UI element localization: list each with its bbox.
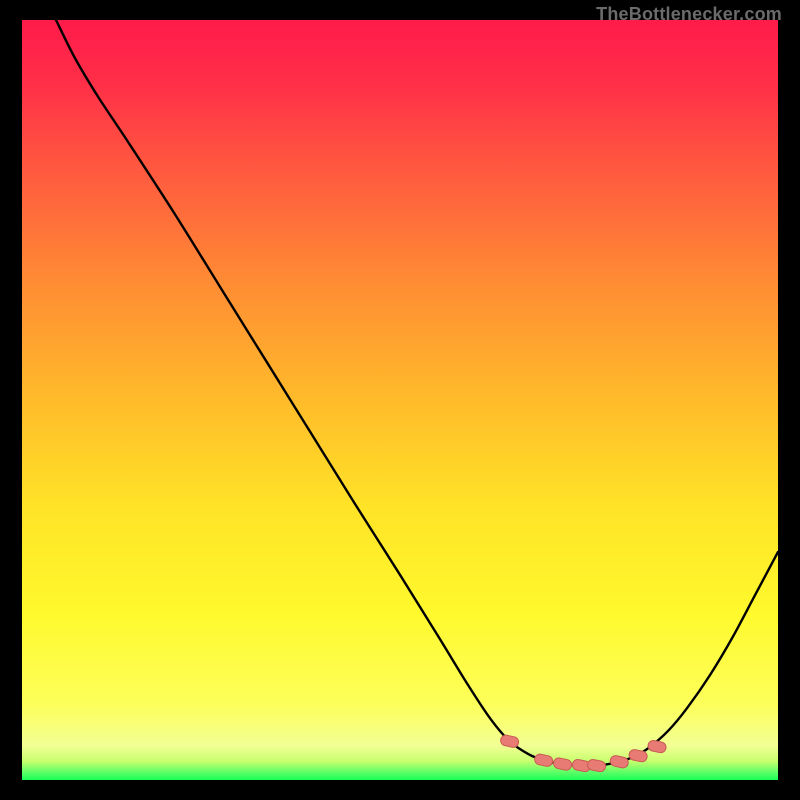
scatter-marker: [553, 757, 573, 771]
scatter-marker: [628, 749, 648, 763]
plot-area: [22, 20, 778, 780]
watermark-text: TheBottlenecker.com: [596, 4, 782, 25]
scatter-marker: [609, 755, 629, 769]
scatter-marker: [647, 739, 667, 753]
scatter-layer: [22, 20, 778, 780]
scatter-marker: [500, 734, 520, 748]
scatter-marker: [534, 753, 554, 767]
scatter-marker: [587, 758, 607, 772]
